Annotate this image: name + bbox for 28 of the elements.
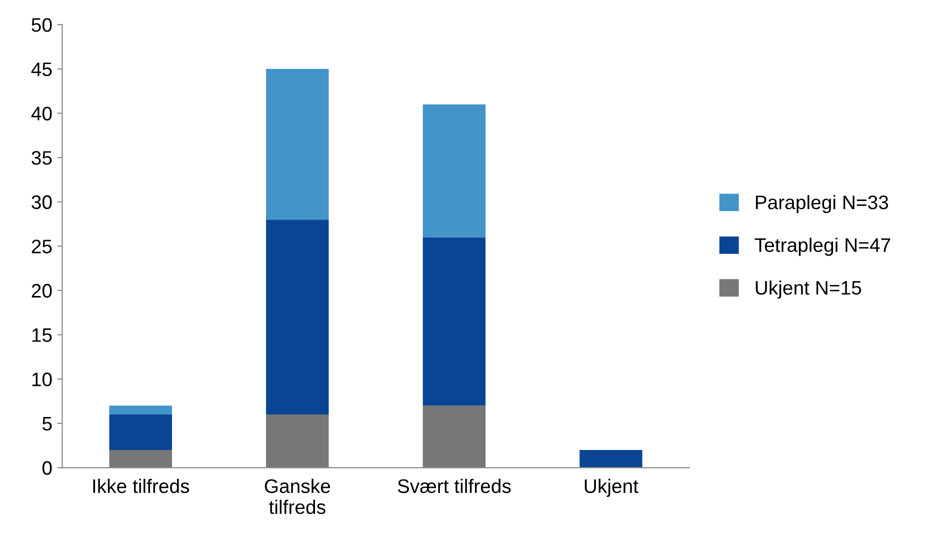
bar: [422, 237, 486, 406]
bar: [109, 414, 172, 450]
y-tick-label: 0: [42, 461, 52, 475]
legend-label: Paraplegi N=33: [756, 194, 888, 214]
bar: [266, 68, 329, 220]
y-tick-label: 40: [31, 106, 52, 120]
bar: [266, 414, 329, 468]
x-tick-label: Ikke tilfreds: [93, 478, 190, 494]
bar: [266, 220, 329, 415]
y-tick-label: 35: [32, 151, 52, 165]
x-tick-label: Svært tilfreds: [398, 478, 511, 494]
bar: [422, 104, 486, 238]
y-tick-label: 15: [32, 328, 52, 342]
y-tick-label: 25: [32, 240, 52, 254]
legend-label: Ukjent N=15: [756, 280, 862, 299]
y-tick-label: 10: [32, 372, 52, 386]
y-tick-label: 5: [42, 417, 52, 431]
x-tick-label: Ganske tilfreds: [264, 478, 330, 514]
x-tick-label: Ukjent: [584, 478, 638, 497]
bar: [109, 406, 172, 415]
y-tick-label: 20: [32, 284, 52, 298]
y-tick-label: 30: [32, 195, 52, 210]
y-tick-label: 45: [31, 62, 52, 76]
legend-label: Tetraplegi N=47: [754, 238, 890, 256]
bar: [109, 450, 172, 468]
bar: [422, 406, 486, 468]
y-tick-label: 50: [32, 18, 52, 32]
bar: [580, 450, 642, 468]
